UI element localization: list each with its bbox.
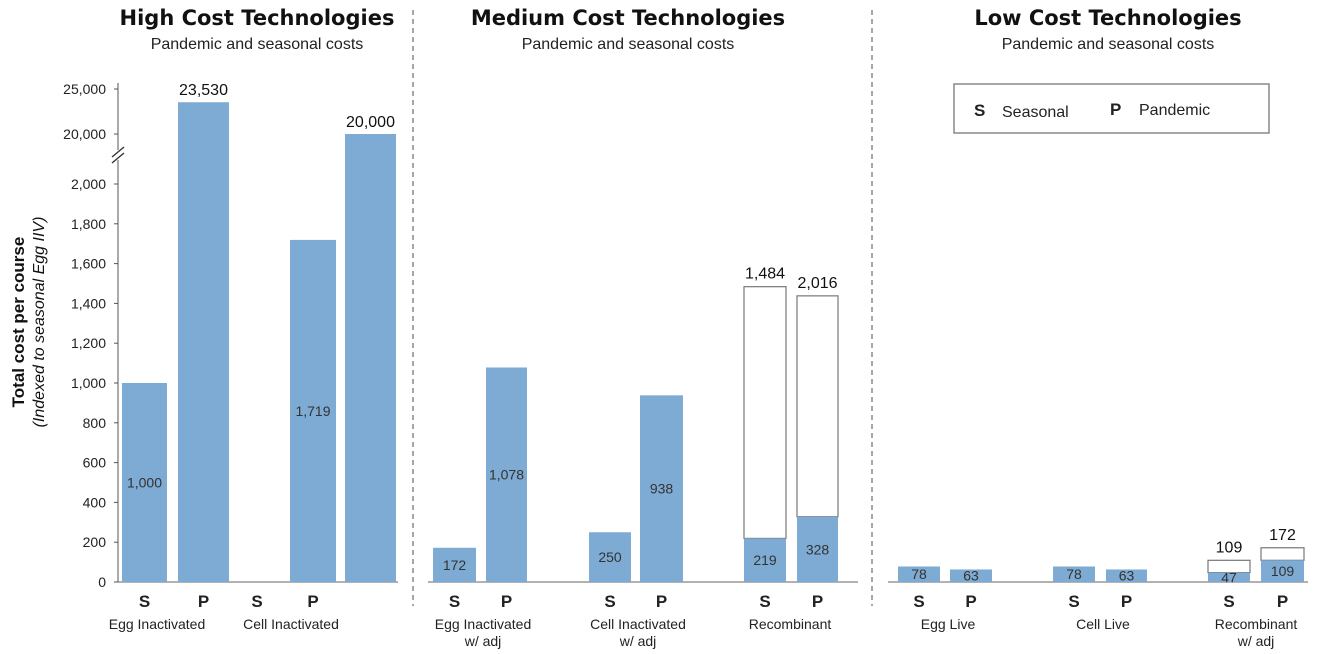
bar-value-label: 938 [650,481,674,497]
panel-subtitle-low: Pandemic and seasonal costs [1002,36,1215,53]
bar-value-label: 78 [911,566,927,582]
bar-type-label: S [604,592,615,611]
axis-break-mark [111,152,125,164]
bar-total-label: 2,016 [797,275,837,292]
bar-type-label: P [1277,592,1288,611]
y-tick-label: 0 [98,574,106,590]
bar [744,538,786,582]
group-label: Egg Live [921,616,976,632]
y-tick-label: 400 [83,494,107,510]
y-tick-label: 1,000 [71,375,106,391]
bar-value-label: 63 [1119,568,1135,584]
y-tick-label: 1,200 [71,335,106,351]
group-label: Cell Inactivated [243,616,339,632]
bar [178,102,229,582]
y-tick-label: 1,800 [71,216,106,232]
legend-box [953,83,1270,134]
y-axis-sublabel: (Indexed to seasonal Egg IIV) [31,217,48,428]
bar-upper-segment [1260,547,1305,561]
group-label: Recombinant [1215,616,1298,632]
group-label: Egg Inactivated [435,616,532,632]
bar [898,566,940,582]
y-tick-label: 25,000 [63,81,106,97]
bar-total-label: 1,484 [745,266,785,283]
group-label: Egg Inactivated [109,616,206,632]
bar-value-label: 20,000 [346,114,395,131]
y-tick-label: 1,600 [71,256,106,272]
y-tick-label: 800 [83,415,107,431]
bar-upper-segment [743,286,787,540]
bar-type-label: P [198,592,209,611]
bar [640,395,683,582]
panel-subtitle-medium: Pandemic and seasonal costs [522,36,735,53]
bar-type-label: S [1068,592,1079,611]
bar-value-label: 63 [963,568,979,584]
bar-value-label: 219 [753,552,777,568]
group-label: w/ adj [1237,633,1275,649]
bar-value-label: 1,000 [127,475,162,491]
axis-break-mark [111,146,125,158]
panel-subtitle-high: Pandemic and seasonal costs [151,36,364,53]
bar-type-label: P [965,592,976,611]
y-tick-label: 1,400 [71,295,106,311]
bar [1053,566,1095,582]
bar-value-label: 23,530 [179,82,228,99]
bar-value-label: 250 [598,549,622,565]
bar-type-label: S [251,592,262,611]
bar-value-label: 1,078 [489,467,524,483]
panel-title-high: High Cost Technologies [120,6,395,30]
legend-seasonal-label: Seasonal [1002,104,1069,121]
bar [797,516,838,582]
bar-type-label: P [656,592,667,611]
bar-type-label: S [759,592,770,611]
bar-type-label: P [812,592,823,611]
y-tick-label: 20,000 [63,126,106,142]
group-label: w/ adj [464,633,502,649]
bar [1261,560,1304,582]
bar-type-label: S [449,592,460,611]
group-label: Cell Live [1076,616,1130,632]
panel-title-medium: Medium Cost Technologies [471,6,785,30]
legend-pandemic-key: P [1110,100,1121,119]
bar-value-label: 172 [443,557,467,573]
y-tick-label: 200 [83,534,107,550]
bar-value-label: 78 [1066,566,1082,582]
bar [345,134,396,582]
bar [433,547,476,582]
group-label: w/ adj [619,633,657,649]
bar [486,367,527,582]
group-label: Cell Inactivated [590,616,686,632]
y-tick-label: 2,000 [71,176,106,192]
bar-type-label: S [139,592,150,611]
bar-value-label: 109 [1271,563,1295,579]
bar [950,569,992,582]
bar-value-label: 1,719 [295,403,330,419]
plot-area: 0 200 400 600 800 1,000 1,200 1,400 1,600 1,800 2,… [63,81,1308,649]
bar-type-label: P [1121,592,1132,611]
y-axis-title: Total cost per course (Indexed to season… [9,217,48,428]
y-axis-label: Total cost per course [9,237,28,408]
y-tick-label: 600 [83,455,107,471]
panel-title-low: Low Cost Technologies [974,6,1241,30]
bar [122,383,167,582]
group-label: Recombinant [749,616,832,632]
legend-pandemic-label: Pandemic [1139,102,1210,119]
bar-type-label: S [913,592,924,611]
bar [589,532,631,582]
bar-total-label: 109 [1216,539,1243,556]
bar-value-label: 47 [1221,569,1237,585]
bar-type-label: P [501,592,512,611]
bar-value-label: 328 [806,541,830,557]
bar-upper-segment [796,295,839,518]
bar [1208,572,1250,582]
bar-type-label: S [1223,592,1234,611]
bar [290,239,336,582]
legend-seasonal-key: S [974,101,985,120]
bar-total-label: 172 [1269,527,1296,544]
bar-type-label: P [307,592,318,611]
legend: S Seasonal P Pandemic [953,83,1270,134]
bar [1106,569,1147,582]
